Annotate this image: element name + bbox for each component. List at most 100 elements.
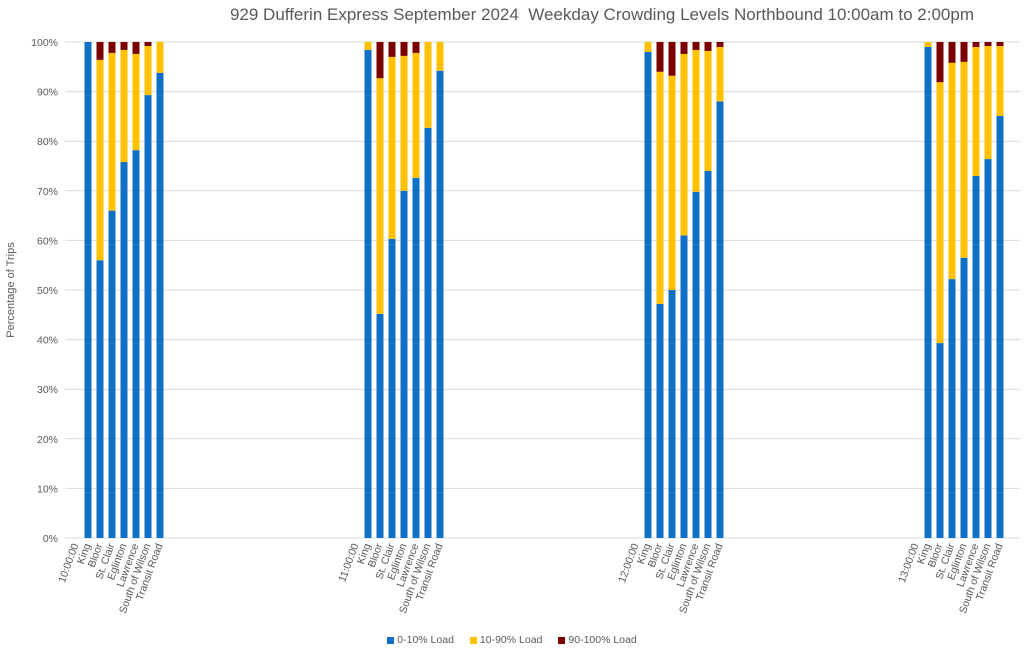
bars: [84, 42, 1004, 539]
bar-segment-0-10-load: [120, 162, 128, 539]
bar-segment-90-100-load: [692, 42, 700, 50]
bar-segment-90-100-load: [656, 42, 664, 72]
bar-segment-0-10-load: [996, 115, 1004, 539]
y-axis-title: Percentage of Trips: [5, 242, 17, 338]
bar-segment-0-10-load: [424, 127, 432, 539]
y-tick-label: 60%: [37, 235, 58, 247]
bar-segment-90-100-load: [376, 42, 384, 79]
bar-segment-10-90-load: [948, 62, 956, 280]
y-tick-label: 0%: [43, 533, 58, 545]
y-axis-ticks: 0% 10% 20% 30% 40% 50% 60% 70% 80% 90% 100%: [31, 37, 58, 545]
bar-segment-10-90-load: [144, 45, 152, 96]
bar-segment-0-10-load: [692, 191, 700, 539]
bar-segment-10-90-load: [656, 71, 664, 304]
bar-segment-0-10-load: [132, 150, 140, 539]
y-tick-label: 10%: [37, 483, 58, 495]
bar-segment-0-10-load: [96, 260, 104, 538]
bar-segment-90-100-load: [120, 42, 128, 50]
bar-segment-0-10-load: [364, 49, 372, 538]
bar-segment-10-90-load: [680, 53, 688, 236]
bar-segment-0-10-load: [960, 257, 968, 538]
bar-segment-0-10-load: [948, 279, 956, 538]
bar-segment-10-90-load: [424, 42, 432, 128]
bar-segment-0-10-load: [936, 343, 944, 538]
bar-segment-0-10-load: [400, 190, 408, 539]
bar-segment-10-90-load: [108, 52, 116, 211]
bar-segment-0-10-load: [924, 46, 932, 539]
bar-segment-90-100-load: [984, 42, 992, 46]
bar-segment-90-100-load: [96, 42, 104, 60]
bar-segment-10-90-load: [716, 46, 724, 102]
bar-segment-10-90-load: [924, 42, 932, 47]
legend-item: 10-90% Load: [469, 634, 543, 646]
bar-segment-10-90-load: [996, 45, 1004, 116]
y-tick-label: 20%: [37, 434, 58, 446]
bar-segment-90-100-load: [132, 42, 140, 54]
bar-segment-0-10-load: [412, 177, 420, 539]
bar-segment-90-100-load: [668, 42, 676, 76]
legend-item: 0-10% Load: [387, 634, 454, 646]
bar-segment-90-100-load: [704, 42, 712, 51]
bar-segment-0-10-load: [668, 290, 676, 538]
y-tick-label: 50%: [37, 285, 58, 297]
bar-segment-10-90-load: [364, 42, 372, 50]
bar-segment-10-90-load: [984, 45, 992, 160]
bar-segment-90-100-load: [948, 42, 956, 63]
bar-segment-10-90-load: [436, 42, 444, 71]
bar-segment-90-100-load: [108, 42, 116, 53]
bar-segment-0-10-load: [108, 210, 116, 538]
bar-segment-10-90-load: [960, 61, 968, 258]
bar-segment-10-90-load: [972, 46, 980, 176]
legend-swatch: [558, 636, 566, 644]
bar-segment-90-100-load: [716, 42, 724, 47]
legend-swatch: [387, 636, 395, 644]
bar-segment-0-10-load: [656, 303, 664, 538]
bar-segment-0-10-load: [156, 72, 164, 538]
bar-segment-10-90-load: [692, 49, 700, 192]
y-tick-label: 40%: [37, 335, 58, 347]
y-tick-label: 80%: [37, 136, 58, 148]
bar-segment-90-100-load: [996, 42, 1004, 46]
bar-segment-10-90-load: [704, 50, 712, 171]
bar-segment-10-90-load: [156, 42, 164, 73]
bar-segment-10-90-load: [388, 56, 396, 239]
bar-segment-10-90-load: [400, 55, 408, 191]
bar-segment-10-90-load: [132, 53, 140, 151]
bar-segment-10-90-load: [644, 42, 652, 52]
bar-segment-0-10-load: [644, 51, 652, 539]
bar-segment-90-100-load: [936, 42, 944, 83]
y-tick-label: 100%: [31, 37, 58, 49]
y-tick-label: 70%: [37, 186, 58, 198]
bar-segment-0-10-load: [680, 235, 688, 538]
bar-segment-10-90-load: [120, 49, 128, 163]
legend-label: 10-90% Load: [479, 634, 543, 646]
bar-segment-90-100-load: [144, 42, 152, 46]
bar-segment-10-90-load: [936, 82, 944, 344]
legend-item: 90-100% Load: [558, 634, 637, 646]
bar-segment-90-100-load: [680, 42, 688, 54]
bar-segment-0-10-load: [704, 170, 712, 538]
bar-segment-10-90-load: [376, 78, 384, 314]
bar-segment-10-90-load: [96, 59, 104, 261]
chart-title: 929 Dufferin Express September 2024 Week…: [229, 5, 975, 24]
bar-segment-0-10-load: [716, 101, 724, 539]
legend-label: 90-100% Load: [568, 634, 637, 646]
legend-swatch: [469, 636, 477, 644]
bar-segment-90-100-load: [972, 42, 980, 47]
bar-segment-0-10-load: [984, 159, 992, 538]
bar-segment-90-100-load: [960, 42, 968, 62]
bar-segment-90-100-load: [412, 42, 420, 53]
legend: 0-10% Load 10-90% Load 90-100% Load: [0, 634, 1024, 646]
bar-segment-0-10-load: [436, 70, 444, 538]
bar-segment-0-10-load: [388, 238, 396, 539]
bar-segment-0-10-load: [972, 175, 980, 539]
bar-segment-0-10-load: [144, 95, 152, 539]
bar-segment-0-10-load: [84, 42, 92, 538]
bar-segment-90-100-load: [388, 42, 396, 57]
bar-segment-10-90-load: [668, 75, 676, 290]
y-tick-label: 30%: [37, 384, 58, 396]
gridlines: [65, 41, 1020, 539]
bar-segment-10-90-load: [412, 52, 420, 178]
